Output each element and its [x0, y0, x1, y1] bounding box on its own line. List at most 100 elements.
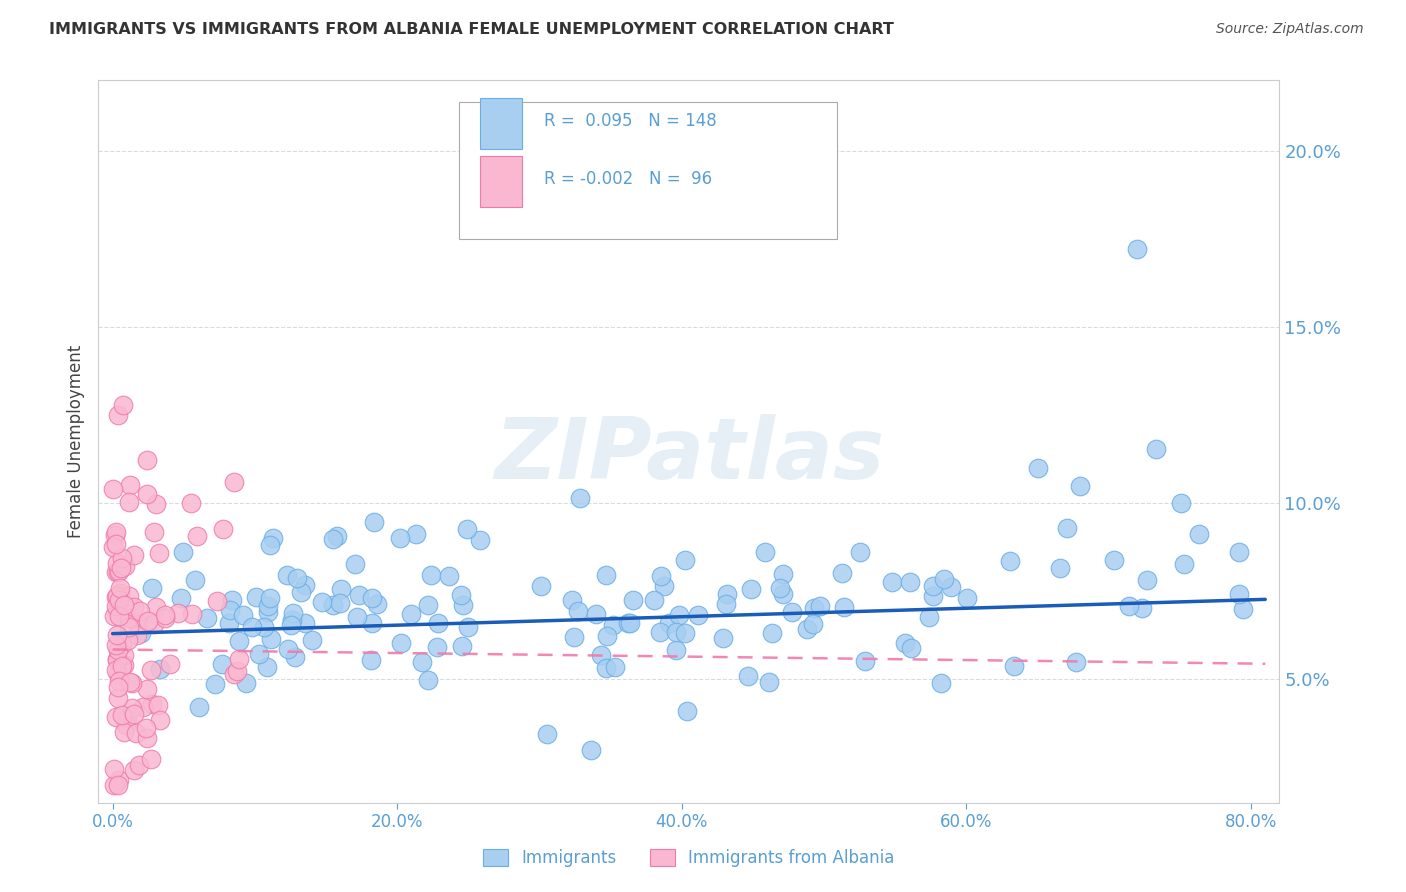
Point — [145, 497, 167, 511]
Point — [224, 475, 246, 489]
Point — [418, 673, 440, 687]
Point — [568, 491, 591, 505]
Point — [416, 598, 439, 612]
Point — [567, 605, 589, 619]
Point — [405, 526, 427, 541]
Point — [120, 478, 142, 492]
Point — [167, 607, 190, 621]
Point — [346, 610, 368, 624]
Point — [232, 607, 254, 622]
Point — [105, 652, 128, 666]
Point — [621, 592, 644, 607]
Point — [456, 523, 478, 537]
Point — [149, 713, 172, 727]
Point — [716, 597, 738, 611]
Point — [188, 699, 211, 714]
Point — [898, 575, 921, 590]
Point — [294, 578, 316, 592]
Point — [668, 607, 690, 622]
Point — [104, 591, 127, 605]
Point — [326, 529, 349, 543]
Point — [389, 636, 412, 650]
Point — [221, 592, 243, 607]
Point — [148, 698, 170, 712]
Point — [561, 593, 583, 607]
Legend: Immigrants, Immigrants from Albania: Immigrants, Immigrants from Albania — [477, 842, 901, 874]
Point — [796, 623, 818, 637]
Point — [929, 676, 952, 690]
Point — [761, 626, 783, 640]
Point — [107, 772, 129, 787]
Point — [259, 591, 281, 605]
Point — [780, 605, 803, 619]
Point — [1064, 656, 1087, 670]
Point — [363, 515, 385, 529]
Point — [211, 657, 233, 672]
Point — [281, 613, 304, 627]
Point — [247, 647, 270, 661]
Point — [149, 662, 172, 676]
Point — [711, 631, 734, 645]
Point — [105, 556, 128, 570]
Point — [117, 633, 139, 648]
Text: R = -0.002   N =  96: R = -0.002 N = 96 — [544, 169, 711, 188]
Point — [596, 629, 619, 643]
Point — [849, 545, 872, 559]
Point — [222, 667, 245, 681]
Point — [128, 758, 150, 772]
Point — [118, 495, 141, 509]
Point — [105, 638, 128, 652]
Point — [453, 599, 475, 613]
Point — [277, 642, 299, 657]
Point — [1049, 561, 1071, 575]
Text: IMMIGRANTS VS IMMIGRANTS FROM ALBANIA FEMALE UNEMPLOYMENT CORRELATION CHART: IMMIGRANTS VS IMMIGRANTS FROM ALBANIA FE… — [49, 22, 894, 37]
Point — [117, 620, 139, 634]
Point — [832, 600, 855, 615]
Point — [105, 652, 128, 666]
Point — [112, 648, 135, 662]
Point — [129, 626, 152, 640]
Point — [311, 595, 333, 609]
Point — [111, 707, 134, 722]
Point — [1188, 527, 1211, 541]
Point — [1173, 557, 1195, 571]
Point — [808, 599, 831, 613]
Point — [322, 598, 344, 612]
Text: Source: ZipAtlas.com: Source: ZipAtlas.com — [1216, 22, 1364, 37]
Point — [893, 636, 915, 650]
Point — [530, 579, 553, 593]
Point — [110, 581, 132, 595]
Point — [143, 524, 166, 539]
Point — [120, 675, 142, 690]
Point — [758, 675, 780, 690]
Point — [1102, 552, 1125, 566]
Point — [104, 663, 127, 677]
Point — [235, 676, 257, 690]
Point — [648, 625, 671, 640]
Point — [673, 553, 696, 567]
Point — [260, 632, 283, 646]
Point — [257, 605, 280, 619]
Point — [256, 660, 278, 674]
Point — [360, 591, 382, 606]
Point — [1227, 587, 1250, 601]
Point — [1227, 545, 1250, 559]
Point — [657, 615, 679, 630]
Point — [118, 610, 141, 624]
Point — [399, 607, 422, 622]
Point — [1026, 461, 1049, 475]
Point — [139, 663, 162, 677]
Point — [111, 550, 134, 565]
Point — [228, 633, 250, 648]
Point — [831, 566, 853, 580]
Point — [124, 707, 146, 722]
Point — [115, 711, 138, 725]
Point — [159, 657, 181, 671]
Point — [186, 529, 208, 543]
Point — [114, 559, 136, 574]
Point — [170, 591, 193, 606]
Point — [652, 579, 675, 593]
Point — [579, 743, 602, 757]
Point — [389, 531, 412, 545]
Point — [1002, 659, 1025, 673]
